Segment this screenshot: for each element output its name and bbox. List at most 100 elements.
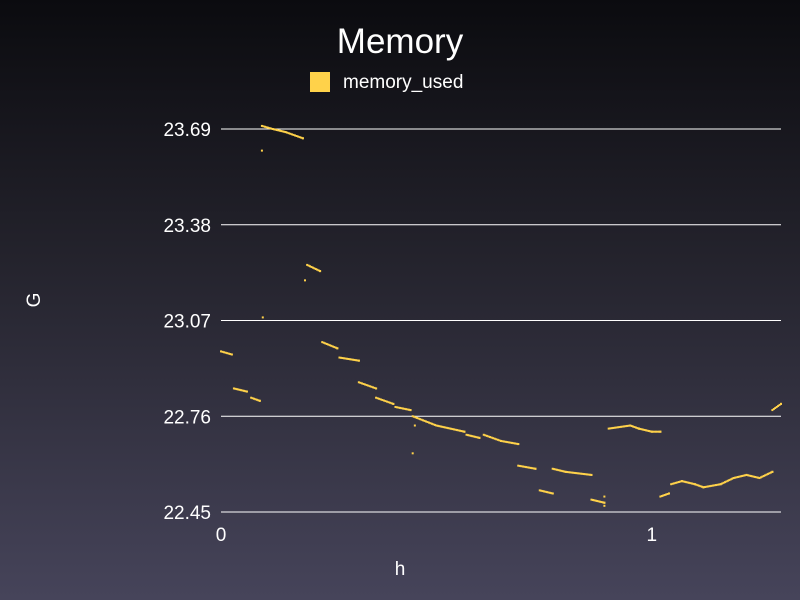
data-point — [714, 484, 717, 487]
data-point — [357, 381, 360, 384]
data-point — [523, 465, 526, 468]
data-point — [454, 428, 457, 431]
data-point — [682, 480, 685, 483]
data-point — [657, 430, 660, 433]
data-point — [321, 341, 324, 344]
data-point — [403, 407, 406, 410]
data-point — [615, 426, 618, 429]
data-point — [769, 471, 772, 474]
data-point — [310, 265, 313, 268]
data-point — [260, 124, 263, 127]
data-point — [413, 424, 416, 427]
data-point — [742, 474, 745, 477]
data-point — [469, 434, 472, 437]
data-point — [251, 397, 254, 400]
data-point — [665, 493, 668, 496]
data-point — [679, 480, 682, 483]
data-point — [749, 474, 752, 477]
data-point — [503, 440, 506, 443]
data-point — [264, 125, 266, 128]
data-point — [772, 408, 775, 411]
data-point — [599, 500, 602, 503]
data-point — [432, 423, 435, 426]
data-point — [695, 483, 698, 486]
data-point — [226, 352, 229, 355]
y-axis-label: G — [24, 293, 45, 308]
data-point — [736, 475, 739, 478]
data-point — [457, 429, 460, 432]
data-point — [501, 440, 504, 443]
data-point — [258, 399, 261, 402]
data-point — [416, 416, 419, 419]
data-point — [509, 441, 512, 444]
data-point — [382, 399, 385, 402]
data-point — [478, 436, 481, 439]
data-point — [543, 490, 546, 493]
legend-swatch-memory-used — [310, 72, 330, 92]
data-point — [411, 452, 414, 455]
data-point — [348, 358, 351, 361]
data-point — [255, 398, 258, 401]
data-point — [758, 477, 761, 480]
data-point — [676, 481, 679, 484]
data-point — [629, 424, 632, 427]
data-point — [708, 485, 711, 488]
data-point — [739, 475, 742, 478]
data-point — [430, 422, 433, 425]
data-point — [262, 125, 265, 128]
data-point — [731, 477, 734, 480]
data-point — [677, 480, 680, 483]
y-tick-label: 23.69 — [163, 120, 211, 141]
data-point — [307, 264, 310, 267]
y-tick-label: 23.38 — [163, 216, 211, 237]
data-point — [768, 472, 771, 475]
data-point — [633, 426, 636, 429]
data-point — [515, 442, 518, 445]
data-point — [250, 396, 253, 399]
data-point — [528, 466, 531, 469]
data-point — [547, 491, 550, 494]
data-point — [553, 468, 556, 471]
data-point — [261, 316, 264, 319]
data-point — [729, 478, 732, 481]
data-point — [325, 342, 328, 345]
data-point — [563, 470, 566, 473]
data-point — [475, 436, 478, 439]
data-point — [241, 389, 244, 392]
x-tick-label: 0 — [216, 525, 227, 546]
data-point — [755, 476, 758, 479]
data-point — [227, 352, 230, 355]
legend-label-memory-used: memory_used — [343, 72, 463, 93]
data-point — [319, 270, 322, 273]
data-point — [690, 482, 693, 485]
data-point — [324, 342, 327, 345]
data-point — [761, 475, 764, 478]
data-point — [640, 428, 643, 431]
data-point — [643, 428, 646, 431]
data-point — [663, 494, 666, 497]
data-point — [311, 266, 314, 269]
data-point — [436, 424, 439, 427]
data-point — [276, 129, 278, 132]
data-point — [569, 471, 572, 474]
data-point — [427, 421, 430, 424]
data-point — [439, 425, 442, 428]
data-point — [419, 418, 422, 421]
data-point — [240, 389, 243, 392]
data-point — [757, 476, 760, 479]
data-point — [395, 406, 398, 409]
data-point — [345, 357, 348, 360]
y-tick-label: 23.07 — [163, 312, 211, 333]
data-point — [444, 426, 447, 429]
data-point — [704, 486, 707, 489]
data-point — [471, 435, 474, 438]
data-point — [683, 480, 686, 483]
data-point — [642, 428, 645, 431]
data-point — [616, 426, 619, 429]
data-point — [673, 482, 676, 485]
data-point — [220, 350, 222, 353]
data-point — [680, 480, 683, 483]
data-point — [724, 481, 726, 484]
data-point — [702, 486, 705, 489]
